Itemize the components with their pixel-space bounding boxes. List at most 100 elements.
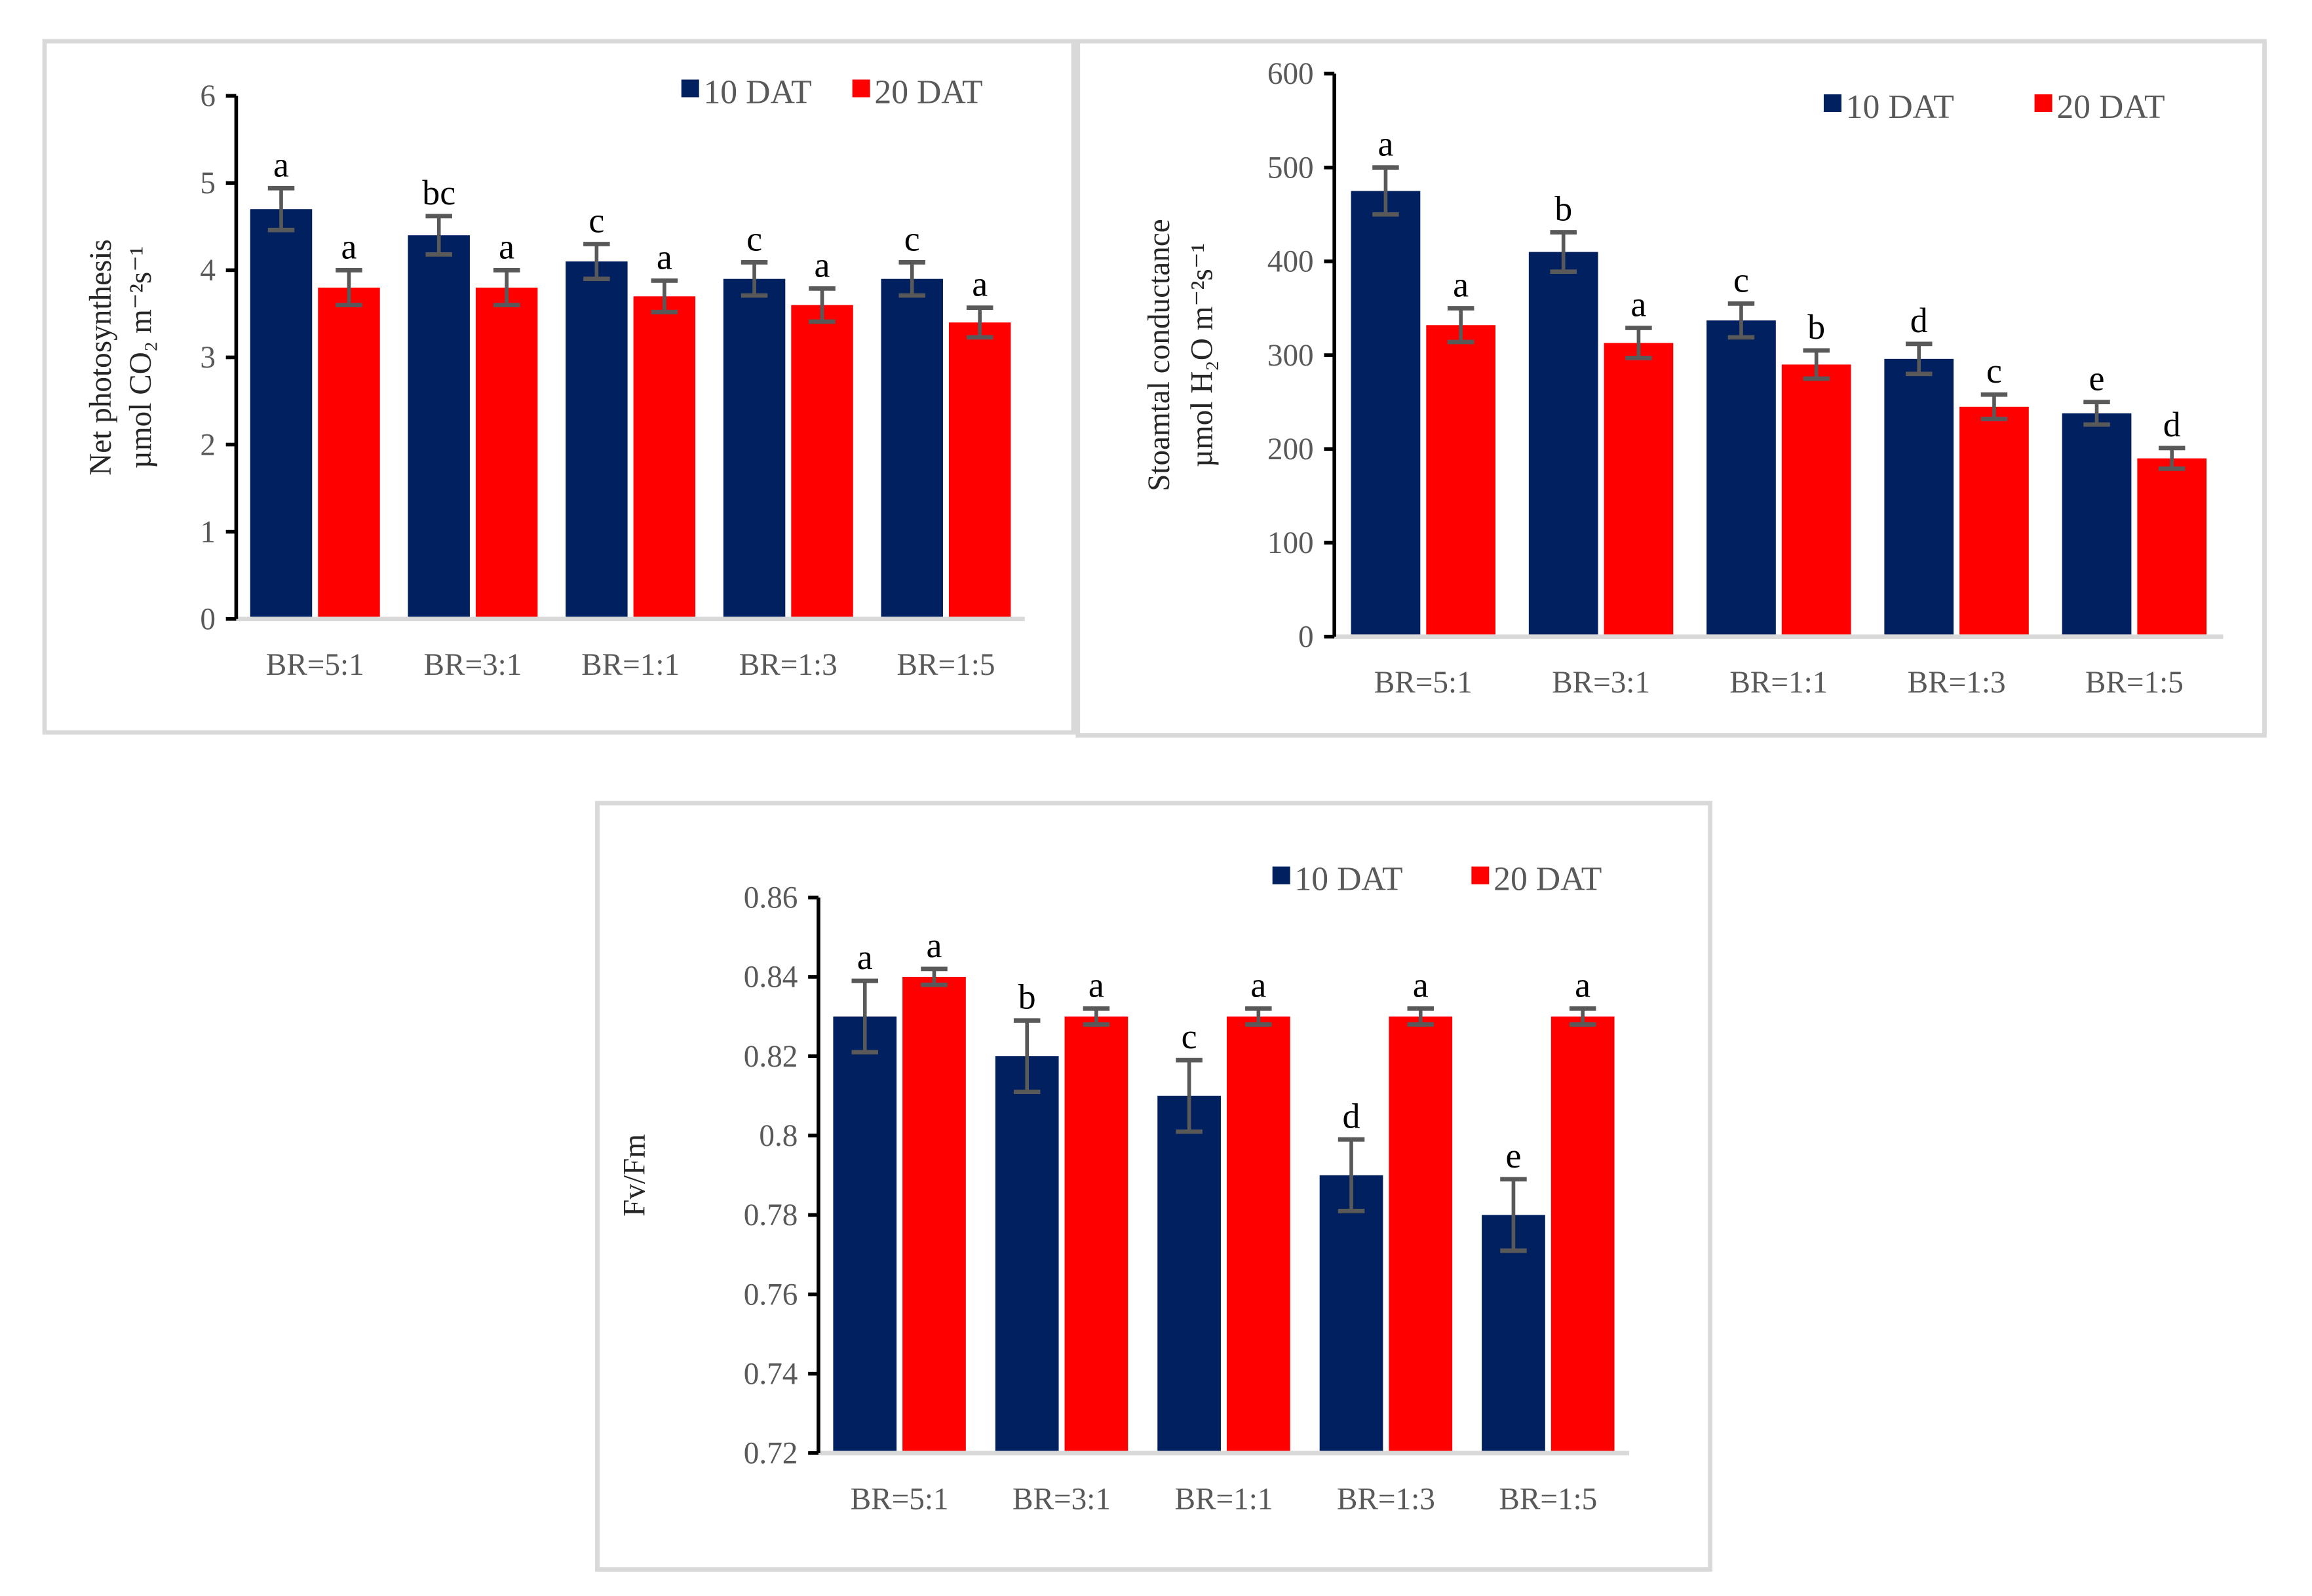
significance-letter: b: [1807, 307, 1825, 347]
y-tick-label: 500: [1267, 151, 1314, 185]
x-tick-label: BR=1:3: [739, 648, 838, 682]
bar-10dat: [250, 209, 313, 617]
bar-10dat: [1528, 252, 1598, 635]
significance-letter: a: [1413, 965, 1429, 1004]
bar-10dat: [1351, 191, 1421, 635]
significance-letter: b: [1554, 189, 1572, 228]
bar-10dat: [566, 261, 628, 617]
legend-swatch: [1471, 866, 1490, 884]
y-tick-label: 400: [1267, 245, 1314, 279]
bar-20dat: [1226, 1016, 1290, 1451]
significance-letter: a: [1630, 285, 1646, 324]
y-tick-label: 5: [200, 166, 216, 200]
significance-letter: a: [273, 145, 289, 184]
significance-letter: a: [815, 245, 830, 284]
significance-letter: e: [2089, 359, 2105, 398]
bar-10dat: [2062, 413, 2132, 635]
bar-10dat: [408, 235, 470, 617]
x-tick-label: BR=3:1: [423, 648, 522, 682]
legend-swatch: [681, 79, 699, 98]
significance-letter: a: [857, 938, 873, 977]
significance-letter: c: [1733, 260, 1749, 299]
y-axis-label: µmol CO₂ m⁻²s⁻¹: [124, 246, 158, 469]
bar-20dat: [1389, 1016, 1453, 1451]
x-tick-label: BR=1:5: [1499, 1482, 1597, 1516]
significance-letter: d: [1910, 301, 1928, 340]
bar-20dat: [1604, 343, 1674, 635]
y-axis-label: Fv/Fm: [617, 1134, 651, 1217]
x-tick-label: BR=1:5: [896, 648, 995, 682]
legend-swatch: [2034, 94, 2052, 112]
legend-swatch: [852, 79, 870, 98]
legend-label: 20 DAT: [874, 73, 982, 111]
bar-10dat: [1319, 1175, 1383, 1451]
bar-10dat: [1482, 1215, 1545, 1451]
x-tick-label: BR=5:1: [851, 1482, 949, 1516]
significance-letter: a: [341, 227, 357, 266]
bar-20dat: [1064, 1016, 1128, 1451]
x-tick-label: BR=1:1: [1729, 666, 1828, 700]
bar-10dat: [1884, 358, 1954, 635]
significance-letter: c: [588, 200, 604, 240]
y-axis-label: Net photosynthesis: [84, 239, 118, 476]
y-axis-label: Stoamtal conductance: [1142, 219, 1176, 491]
y-tick-label: 1: [200, 515, 216, 549]
significance-letter: a: [972, 265, 988, 304]
significance-letter: b: [1018, 978, 1036, 1017]
y-tick-label: 0: [1298, 620, 1314, 654]
significance-letter: c: [746, 219, 762, 258]
significance-letter: c: [1182, 1017, 1197, 1056]
bar-20dat: [948, 322, 1011, 617]
chart-stomatal-conductance: 0 100 200 300 400 500 600 Stoamtal conductance µ…: [1142, 57, 2224, 700]
significance-letter: bc: [422, 173, 455, 212]
significance-letter: c: [904, 219, 920, 258]
y-tick-label: 0.82: [744, 1040, 798, 1074]
legend-label: 20 DAT: [1493, 861, 1602, 898]
y-tick-label: 0.76: [744, 1278, 798, 1312]
x-tick-label: BR=1:1: [1174, 1482, 1273, 1516]
bar-20dat: [1426, 325, 1496, 635]
y-tick-label: 3: [200, 341, 216, 375]
chart-net-photosynthesis: 0 1 2 3 4 5 6 Net photosynthesis µmol CO₂ m⁻²s⁻¹…: [84, 73, 1025, 682]
bar-20dat: [1551, 1016, 1615, 1451]
x-tick-label: BR=5:1: [266, 648, 364, 682]
x-tick-label: BR=5:1: [1374, 666, 1473, 700]
significance-letter: a: [1089, 965, 1104, 1004]
y-tick-label: 200: [1267, 432, 1314, 466]
significance-letter: c: [1986, 351, 2002, 390]
x-tick-label: BR=3:1: [1012, 1482, 1111, 1516]
significance-letter: a: [1575, 965, 1590, 1004]
y-tick-label: 6: [200, 79, 216, 113]
significance-letter: a: [1453, 265, 1469, 304]
bar-10dat: [723, 278, 786, 617]
x-tick-label: BR=3:1: [1552, 666, 1650, 700]
bar-20dat: [475, 287, 538, 617]
y-tick-label: 0.74: [744, 1357, 798, 1391]
bar-10dat: [1706, 320, 1776, 635]
y-tick-label: 2: [200, 428, 216, 462]
legend-label: 10 DAT: [1846, 88, 1954, 126]
y-tick-label: 4: [200, 254, 216, 288]
significance-letter: a: [1378, 124, 1393, 164]
y-tick-label: 300: [1267, 339, 1314, 373]
legend-label: 10 DAT: [1294, 861, 1402, 898]
x-tick-label: BR=1:5: [2085, 666, 2184, 700]
bar-20dat: [1781, 364, 1851, 635]
y-tick-label: 0: [200, 602, 216, 636]
y-tick-label: 0.78: [744, 1198, 798, 1232]
bar-10dat: [881, 278, 943, 617]
legend-swatch: [1272, 866, 1290, 884]
y-tick-label: 100: [1267, 526, 1314, 560]
bar-20dat: [633, 296, 696, 617]
bar-10dat: [995, 1056, 1059, 1451]
bar-20dat: [318, 287, 380, 617]
x-tick-label: BR=1:3: [1908, 666, 2006, 700]
significance-letter: a: [1250, 965, 1266, 1004]
y-axis-label: µmol H₂O m⁻²s⁻¹: [1185, 243, 1219, 467]
bar-20dat: [2137, 458, 2207, 635]
legend-swatch: [1823, 94, 1841, 112]
x-tick-label: BR=1:1: [581, 648, 680, 682]
significance-letter: a: [499, 227, 514, 266]
bar-20dat: [791, 305, 853, 617]
legend-label: 10 DAT: [703, 73, 811, 111]
